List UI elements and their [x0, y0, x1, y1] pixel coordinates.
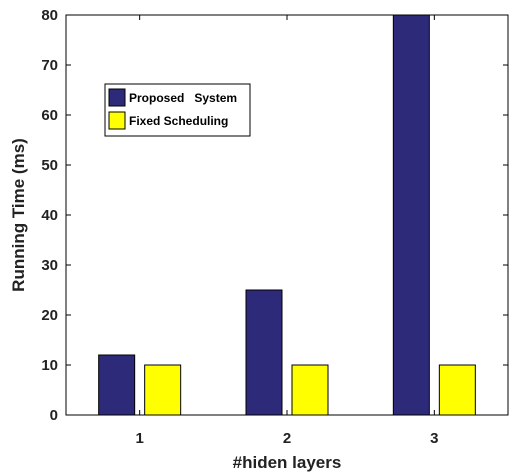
bar-fixed-scheduling-1	[144, 364, 182, 416]
tick-labels: 0 10 20 30 40 50 60 70 80 1 2 3	[41, 7, 438, 447]
y-tick-label: 10	[41, 357, 58, 374]
y-tick-label: 80	[41, 7, 58, 24]
legend-swatch-fixed-scheduling	[108, 111, 126, 130]
bar-proposed-system-2	[245, 289, 283, 416]
y-tick-label: 70	[41, 57, 58, 74]
y-axis-title: Running Time (ms)	[9, 138, 28, 292]
y-tick-label: 20	[41, 307, 58, 324]
legend-label-fixed-scheduling: Fixed Scheduling	[129, 114, 228, 128]
bar-proposed-system-3	[392, 14, 430, 416]
bar-fixed-scheduling-3	[438, 364, 476, 416]
legend-box	[104, 83, 251, 137]
y-tick-label: 60	[41, 107, 58, 124]
bars	[98, 14, 476, 416]
y-tick-label: 0	[50, 407, 58, 424]
bar-fixed-scheduling-2	[291, 364, 329, 416]
x-axis-title: #hiden layers	[233, 453, 342, 472]
legend-label-proposed-system: Proposed System	[129, 91, 237, 105]
axis-ticks	[66, 14, 508, 416]
x-tick-label: 2	[283, 430, 291, 447]
y-tick-label: 40	[41, 207, 58, 224]
x-tick-label: 1	[135, 430, 143, 447]
x-tick-label: 3	[430, 430, 438, 447]
legend: Proposed System Fixed Scheduling	[104, 83, 251, 137]
legend-swatch-proposed-system	[108, 88, 126, 107]
y-tick-label: 50	[41, 157, 58, 174]
y-tick-label: 30	[41, 257, 58, 274]
bar-proposed-system-1	[98, 354, 136, 416]
